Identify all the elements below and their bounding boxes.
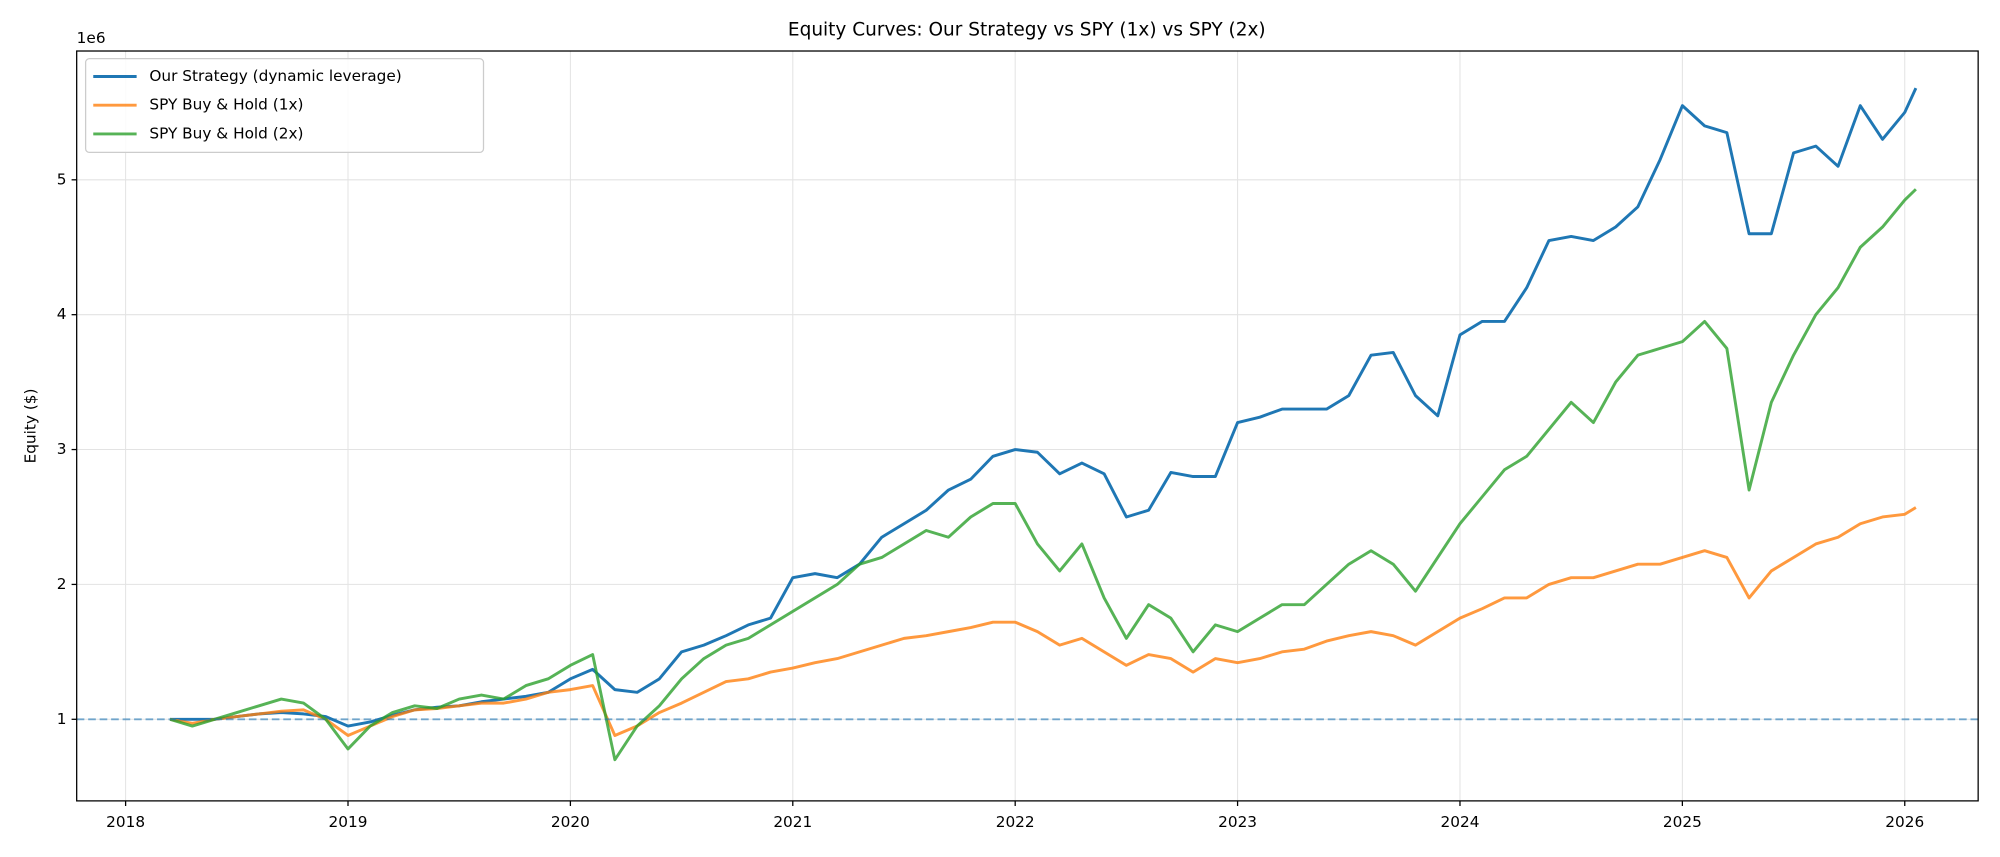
legend: Our Strategy (dynamic leverage) SPY Buy &…	[84, 58, 485, 154]
x-tick-label: 2019	[329, 813, 368, 831]
legend-label: Our Strategy (dynamic leverage)	[149, 67, 401, 85]
x-tick-label: 2021	[773, 813, 812, 831]
plot-area	[76, 87, 1979, 762]
x-tick-label: 2025	[1663, 813, 1702, 831]
y-tick-label: 2	[57, 575, 67, 593]
y-tick-label: 5	[57, 170, 67, 188]
x-tick-label: 2024	[1441, 813, 1480, 831]
legend-label: SPY Buy & Hold (1x)	[149, 96, 303, 114]
chart-title: Equity Curves: Our Strategy vs SPY (1x) …	[788, 20, 1266, 41]
x-tick-label: 2022	[996, 813, 1035, 831]
y-axis-label: Equity ($)	[21, 388, 39, 463]
legend-box	[84, 58, 485, 154]
y-tick-label: 1	[57, 710, 67, 728]
x-tick-label: 2018	[106, 813, 145, 831]
x-tick-label: 2020	[551, 813, 590, 831]
y-tick-label: 4	[57, 305, 67, 323]
ticks: 1 2 3 4 5 2018 2019 2020 2021 2022 2023 2024 2025 202…	[57, 170, 1924, 831]
y-offset-label: 1e6	[77, 29, 106, 47]
axes-frame	[76, 50, 1979, 802]
series-line	[169, 188, 1917, 762]
series-line	[169, 506, 1917, 737]
y-tick-label: 3	[57, 440, 67, 458]
x-tick-label: 2023	[1218, 813, 1257, 831]
legend-label: SPY Buy & Hold (2x)	[149, 124, 303, 142]
x-tick-label: 2026	[1885, 813, 1924, 831]
